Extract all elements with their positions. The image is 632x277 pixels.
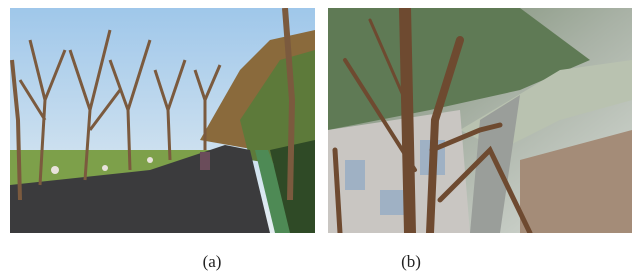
photo-b — [328, 8, 632, 233]
caption: (a) — [203, 252, 222, 271]
figure: (a) (b) — [0, 0, 632, 277]
caption: (b) — [401, 252, 421, 271]
page: {"figure": {"panels": [{"caption": "(a)"… — [0, 0, 632, 277]
photo-a — [10, 8, 315, 233]
